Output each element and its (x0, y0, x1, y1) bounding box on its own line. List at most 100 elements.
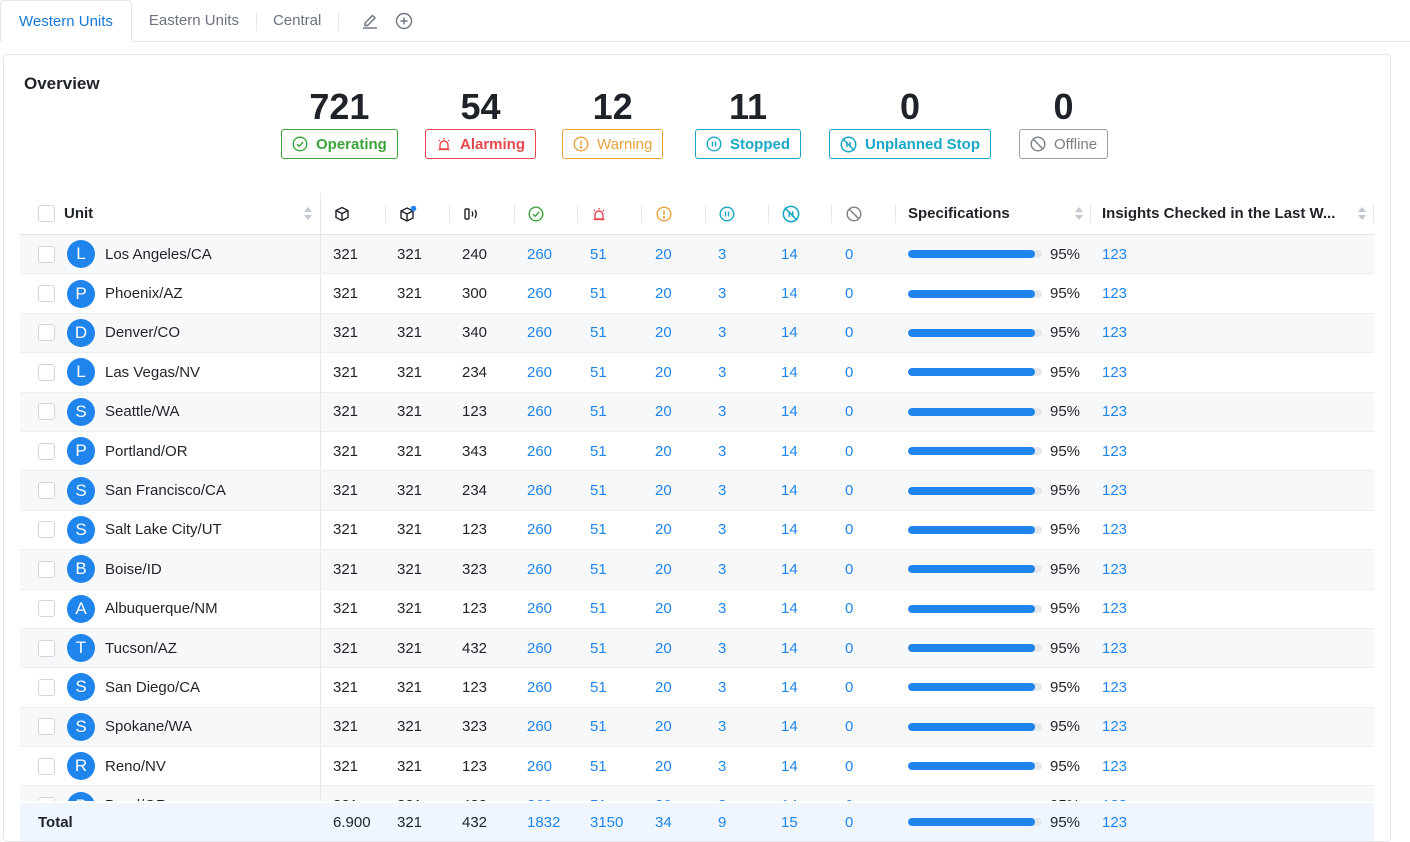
table-row[interactable]: S Spokane/WA 321 321 323 260 51 20 3 14 0 95% 123 (20, 707, 1374, 748)
cell-alarming[interactable]: 51 (590, 324, 607, 342)
cell-alarming[interactable]: 51 (590, 521, 607, 539)
insights-count[interactable]: 123 (1102, 786, 1127, 801)
unit-header[interactable]: Unit (64, 193, 312, 234)
insights-count[interactable]: 123 (1102, 403, 1128, 421)
cell-offline[interactable]: 0 (845, 786, 853, 801)
cell-offline[interactable]: 0 (845, 245, 854, 263)
tab-eastern-units[interactable]: Eastern Units (148, 12, 239, 29)
cell-offline[interactable]: 0 (845, 560, 854, 578)
cell-unplanned[interactable]: 14 (781, 678, 798, 696)
table-row[interactable]: L Los Angeles/CA 321 321 240 260 51 20 3 14 0 95% 12… (20, 235, 1374, 275)
cell-alarming[interactable]: 51 (590, 678, 607, 696)
table-row[interactable]: S Salt Lake City/UT 321 321 123 260 51 20 3 14 0 95… (20, 510, 1374, 551)
cell-alarming[interactable]: 51 (590, 363, 607, 381)
cell-offline[interactable]: 0 (845, 678, 854, 696)
cell-operating[interactable]: 260 (527, 678, 553, 696)
stopped-badge[interactable]: Stopped (695, 129, 801, 159)
cell-offline[interactable]: 0 (845, 482, 854, 500)
row-checkbox[interactable] (38, 482, 55, 500)
unit-name[interactable]: San Diego/CA (105, 678, 201, 696)
cell-warning[interactable]: 20 (655, 600, 672, 618)
cell-unplanned[interactable]: 14 (781, 560, 798, 578)
table-row[interactable]: R Reno/NV 321 321 123 260 51 20 3 14 0 95% 123 (20, 747, 1374, 787)
cell-warning[interactable]: 20 (655, 482, 672, 500)
unit-name[interactable]: Spokane/WA (105, 718, 192, 736)
cell-unplanned[interactable]: 14 (781, 600, 798, 618)
cell-operating[interactable]: 260 (527, 639, 553, 657)
table-row[interactable]: B Boise/ID 321 321 323 260 51 20 3 14 0 95% 123 (20, 550, 1374, 590)
table-row[interactable]: L Las Vegas/NV 321 321 234 260 51 20 3 14 0 95% 123 (20, 353, 1374, 393)
cell-unplanned[interactable]: 14 (781, 403, 798, 421)
cell-operating[interactable]: 260 (527, 560, 553, 578)
cell-stopped[interactable]: 3 (718, 324, 727, 342)
specifications-header[interactable]: Specifications (908, 193, 1083, 234)
total-offline[interactable]: 0 (845, 813, 854, 831)
row-checkbox[interactable] (38, 718, 55, 736)
cell-unplanned[interactable]: 14 (781, 363, 798, 381)
cell-warning[interactable]: 20 (655, 245, 672, 263)
cell-unplanned[interactable]: 14 (781, 521, 798, 539)
cell-offline[interactable]: 0 (845, 442, 854, 460)
tab-western-units[interactable]: Western Units (0, 0, 132, 42)
cell-operating[interactable]: 260 (527, 285, 553, 303)
cell-offline[interactable]: 0 (845, 324, 854, 342)
cell-warning[interactable]: 20 (655, 324, 672, 342)
cell-alarming[interactable]: 51 (590, 442, 607, 460)
table-row[interactable]: S San Diego/CA 321 321 123 260 51 20 3 14 0 95% 123 (20, 668, 1374, 708)
cell-stopped[interactable]: 3 (718, 678, 727, 696)
cell-warning[interactable]: 20 (655, 363, 672, 381)
cell-operating[interactable]: 260 (527, 521, 553, 539)
row-checkbox[interactable] (38, 442, 55, 460)
insights-count[interactable]: 123 (1102, 482, 1128, 500)
offline-badge[interactable]: Offline (1019, 129, 1109, 159)
cell-unplanned[interactable]: 14 (781, 245, 798, 263)
cell-operating[interactable]: 260 (527, 600, 553, 618)
cell-operating[interactable]: 260 (527, 482, 553, 500)
cell-unplanned[interactable]: 14 (781, 442, 798, 460)
table-row[interactable]: B Bend/OR 321 321 432 260 51 20 3 14 0 95% 123 (20, 786, 1374, 801)
insights-count[interactable]: 123 (1102, 245, 1128, 263)
cell-warning[interactable]: 20 (655, 786, 672, 801)
row-checkbox[interactable] (38, 757, 55, 775)
cell-alarming[interactable]: 51 (590, 757, 607, 775)
warning-badge[interactable]: Warning (562, 129, 664, 159)
row-checkbox[interactable] (38, 324, 55, 342)
insights-count[interactable]: 123 (1102, 324, 1128, 342)
cell-stopped[interactable]: 3 (718, 786, 726, 801)
row-checkbox[interactable] (38, 363, 55, 381)
cell-alarming[interactable]: 51 (590, 285, 607, 303)
cell-warning[interactable]: 20 (655, 403, 672, 421)
cell-alarming[interactable]: 51 (590, 786, 607, 801)
cell-offline[interactable]: 0 (845, 718, 854, 736)
table-row[interactable]: S San Francisco/CA 321 321 234 260 51 20 3 14 0 95%… (20, 471, 1374, 511)
cell-operating[interactable]: 260 (527, 403, 553, 421)
cell-stopped[interactable]: 3 (718, 757, 727, 775)
insights-count[interactable]: 123 (1102, 757, 1128, 775)
sort-icon[interactable] (1075, 207, 1083, 220)
cell-offline[interactable]: 0 (845, 403, 854, 421)
cell-alarming[interactable]: 51 (590, 560, 607, 578)
total-stopped[interactable]: 9 (718, 813, 727, 831)
insights-count[interactable]: 123 (1102, 560, 1128, 578)
cell-stopped[interactable]: 3 (718, 285, 727, 303)
unit-name[interactable]: Tucson/AZ (105, 639, 177, 657)
cell-offline[interactable]: 0 (845, 639, 854, 657)
row-checkbox[interactable] (38, 560, 55, 578)
insights-count[interactable]: 123 (1102, 285, 1128, 303)
cell-unplanned[interactable]: 14 (781, 482, 798, 500)
table-row[interactable]: S Seattle/WA 321 321 123 260 51 20 3 14 0 95% 123 (20, 392, 1374, 432)
cell-unplanned[interactable]: 14 (781, 757, 798, 775)
cell-warning[interactable]: 20 (655, 285, 672, 303)
add-circle-icon[interactable] (394, 11, 414, 31)
table-row[interactable]: D Denver/CO 321 321 340 260 51 20 3 14 0 95% 123 (20, 313, 1374, 354)
operating-badge[interactable]: Operating (281, 129, 398, 159)
cell-stopped[interactable]: 3 (718, 245, 727, 263)
cell-unplanned[interactable]: 14 (781, 285, 798, 303)
cell-unplanned[interactable]: 14 (781, 718, 798, 736)
sort-icon[interactable] (1358, 207, 1366, 220)
alarming-badge[interactable]: Alarming (425, 129, 537, 159)
total-alarming[interactable]: 3150 (590, 813, 624, 831)
unit-name[interactable]: Denver/CO (105, 324, 181, 342)
row-checkbox[interactable] (38, 521, 55, 539)
cell-operating[interactable]: 260 (527, 363, 553, 381)
